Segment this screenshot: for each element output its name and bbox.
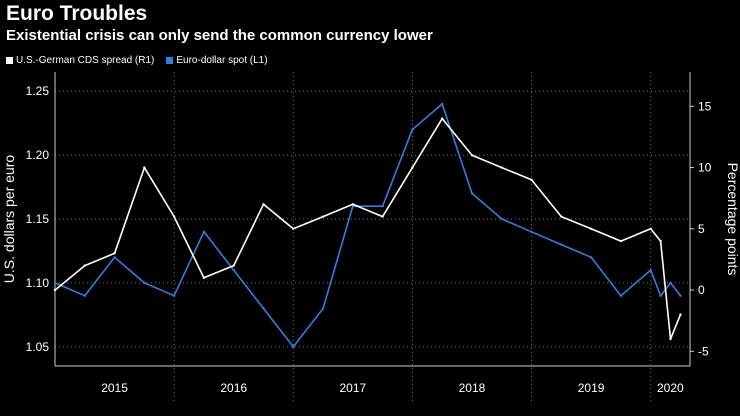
data-point-eurusd	[172, 294, 176, 297]
legend: U.S.-German CDS spread (R1) Euro-dollar …	[6, 55, 268, 66]
data-point-cds	[172, 215, 176, 218]
data-point-cds	[669, 337, 672, 341]
x-tick-label: 2017	[339, 381, 366, 395]
y-right-tick-label: 0	[698, 283, 705, 297]
y-left-tick-label: 1.05	[26, 340, 50, 354]
data-point-cds	[470, 154, 474, 157]
x-tick-label: 2016	[220, 381, 247, 395]
y-right-axis-title: Percentage points	[725, 163, 740, 276]
data-point-cds	[560, 215, 563, 218]
data-point-cds	[659, 239, 662, 243]
data-point-cds	[202, 276, 206, 279]
chart-title: Euro Troubles	[6, 2, 148, 25]
data-point-cds	[440, 117, 444, 120]
x-tick-label: 2019	[578, 381, 605, 395]
series-line-cds	[54, 117, 682, 340]
y-left-tick-label: 1.20	[26, 148, 50, 162]
data-point-cds	[321, 215, 325, 218]
data-point-cds	[262, 203, 265, 206]
data-point-cds	[679, 313, 682, 316]
data-point-eurusd	[560, 243, 563, 246]
y-right-tick-label: 15	[698, 99, 712, 113]
data-point-cds	[143, 166, 146, 169]
data-point-eurusd	[143, 281, 146, 285]
data-point-cds	[589, 227, 593, 230]
data-point-cds	[619, 239, 623, 243]
data-point-cds	[351, 203, 355, 206]
data-point-eurusd	[381, 205, 384, 208]
y-left-tick-label: 1.25	[26, 84, 50, 98]
legend-swatch-eurusd	[166, 57, 174, 64]
y-left-tick-label: 1.10	[26, 276, 50, 290]
data-point-cds	[649, 227, 652, 230]
data-point-eurusd	[440, 102, 444, 106]
y-left-axis-title: U.S. dollars per euro	[1, 155, 17, 284]
x-tick-label: 2020	[657, 381, 684, 395]
data-point-cds	[53, 288, 57, 292]
legend-label-eurusd: Euro-dollar spot (L1)	[176, 55, 268, 66]
data-point-eurusd	[232, 268, 235, 272]
data-point-eurusd	[619, 294, 623, 297]
data-point-eurusd	[202, 230, 206, 233]
data-point-eurusd	[262, 307, 265, 310]
data-point-cds	[381, 215, 384, 218]
data-point-cds	[232, 264, 235, 267]
data-point-eurusd	[589, 256, 593, 259]
legend-swatch-cds	[6, 57, 13, 64]
data-point-cds	[113, 252, 116, 255]
x-tick-label: 2018	[459, 381, 486, 395]
data-point-eurusd	[470, 192, 474, 195]
data-point-eurusd	[83, 294, 86, 297]
x-tick-label: 2015	[101, 381, 128, 395]
data-point-eurusd	[321, 307, 325, 310]
data-point-eurusd	[649, 268, 652, 272]
y-left-tick-label: 1.15	[26, 212, 50, 226]
legend-item-eurusd: Euro-dollar spot (L1)	[166, 55, 268, 66]
data-point-eurusd	[292, 345, 295, 349]
data-point-eurusd	[679, 294, 682, 297]
data-point-cds	[500, 166, 503, 169]
legend-label-cds: U.S.-German CDS spread (R1)	[16, 55, 155, 66]
data-point-cds	[530, 178, 533, 181]
series-line-eurusd	[54, 103, 682, 348]
data-point-eurusd	[411, 128, 414, 131]
data-point-eurusd	[53, 281, 57, 285]
data-point-cds	[83, 264, 86, 267]
data-point-cds	[292, 227, 295, 230]
y-right-tick-label: 5	[698, 222, 705, 236]
data-point-eurusd	[351, 205, 355, 208]
data-point-cds	[411, 166, 414, 169]
data-point-eurusd	[530, 230, 533, 233]
y-right-tick-label: 10	[698, 161, 712, 175]
data-point-eurusd	[669, 281, 672, 285]
data-point-eurusd	[659, 294, 662, 297]
data-point-eurusd	[500, 217, 503, 221]
legend-item-cds: U.S.-German CDS spread (R1)	[6, 55, 154, 66]
chart-subtitle: Existential crisis can only send the com…	[6, 27, 433, 44]
data-point-eurusd	[113, 256, 116, 259]
y-right-tick-label: -5	[698, 344, 709, 358]
